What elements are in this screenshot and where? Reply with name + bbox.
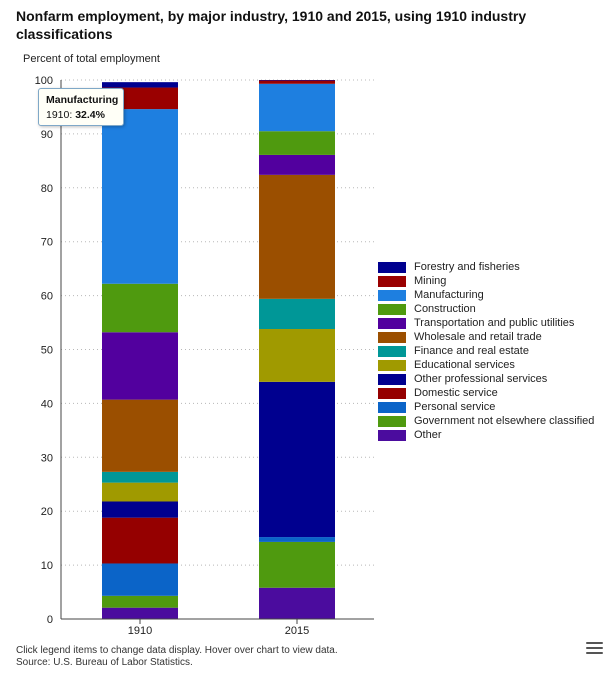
legend-label: Government not elsewhere classified xyxy=(414,415,595,427)
bar-segment[interactable] xyxy=(259,174,335,299)
tooltip-title: Manufacturing xyxy=(46,94,119,106)
footer-note: Click legend items to change data displa… xyxy=(16,645,338,656)
bar-segment[interactable] xyxy=(102,482,178,502)
hover-tooltip: Manufacturing 1910: 32.4% xyxy=(38,88,124,126)
legend-swatch xyxy=(378,429,406,441)
legend-label: Mining xyxy=(414,275,447,287)
x-tick-label: 1910 xyxy=(128,625,152,637)
bar-segment[interactable] xyxy=(259,541,335,588)
bar-segment[interactable] xyxy=(259,298,335,330)
legend-swatch xyxy=(378,345,406,357)
y-tick-label: 20 xyxy=(41,506,53,518)
y-tick-label: 60 xyxy=(41,291,53,303)
legend-swatch xyxy=(378,387,406,399)
legend-item[interactable]: Finance and real estate xyxy=(378,344,594,358)
y-tick-label: 10 xyxy=(41,560,53,572)
y-tick-label: 70 xyxy=(41,237,53,249)
legend-swatch xyxy=(378,373,406,385)
y-tick-label: 80 xyxy=(41,183,53,195)
y-tick-label: 0 xyxy=(47,614,53,626)
tooltip-category: 1910 xyxy=(46,109,70,121)
chart-legend[interactable]: Forestry and fisheries Mining Manufacturin… xyxy=(378,260,594,442)
bar-segment[interactable] xyxy=(102,517,178,564)
bar-segment[interactable] xyxy=(102,109,178,284)
legend-item[interactable]: Other professional services xyxy=(378,372,594,386)
bar-segment[interactable] xyxy=(102,607,178,619)
y-tick-label: 50 xyxy=(41,345,53,357)
bar-segment[interactable] xyxy=(102,563,178,596)
legend-label: Forestry and fisheries xyxy=(414,261,520,273)
chart-footer: Click legend items to change data displa… xyxy=(16,645,338,669)
hamburger-menu-icon[interactable] xyxy=(586,642,603,656)
bar-segment[interactable] xyxy=(259,154,335,175)
y-tick-label: 30 xyxy=(41,452,53,464)
legend-label: Construction xyxy=(414,303,476,315)
bar-segment[interactable] xyxy=(102,332,178,400)
legend-item[interactable]: Mining xyxy=(378,274,594,288)
bar-segment[interactable] xyxy=(259,381,335,538)
y-tick-label: 100 xyxy=(35,75,53,87)
bar-segment[interactable] xyxy=(259,80,335,84)
legend-item[interactable]: Educational services xyxy=(378,358,594,372)
legend-item[interactable]: Manufacturing xyxy=(378,288,594,302)
bar-segment[interactable] xyxy=(102,283,178,333)
legend-label: Educational services xyxy=(414,359,515,371)
legend-label: Other professional services xyxy=(414,373,548,385)
legend-item[interactable]: Construction xyxy=(378,302,594,316)
legend-label: Transportation and public utilities xyxy=(414,317,575,329)
legend-label: Domestic service xyxy=(414,387,498,399)
legend-item[interactable]: Transportation and public utilities xyxy=(378,316,594,330)
legend-item[interactable]: Other xyxy=(378,428,594,442)
tooltip-value-line: 1910: 32.4% xyxy=(46,109,105,121)
y-tick-label: 40 xyxy=(41,398,53,410)
legend-item[interactable]: Government not elsewhere classified xyxy=(378,414,594,428)
legend-swatch xyxy=(378,303,406,315)
legend-swatch xyxy=(378,359,406,371)
legend-label: Wholesale and retail trade xyxy=(414,331,542,343)
legend-item[interactable]: Personal service xyxy=(378,400,594,414)
legend-label: Other xyxy=(414,429,442,441)
tooltip-value: 32.4% xyxy=(75,109,105,121)
bar-segment[interactable] xyxy=(102,82,178,88)
bar-segment[interactable] xyxy=(259,131,335,155)
legend-item[interactable]: Domestic service xyxy=(378,386,594,400)
footer-source: Source: U.S. Bureau of Labor Statistics. xyxy=(16,657,193,668)
legend-swatch xyxy=(378,275,406,287)
bar-segment[interactable] xyxy=(259,537,335,542)
legend-item[interactable]: Wholesale and retail trade xyxy=(378,330,594,344)
bar-segment[interactable] xyxy=(259,329,335,382)
bar-segment[interactable] xyxy=(102,501,178,518)
legend-label: Finance and real estate xyxy=(414,345,529,357)
legend-swatch xyxy=(378,261,406,273)
legend-label: Manufacturing xyxy=(414,289,484,301)
bar-segment[interactable] xyxy=(259,80,335,81)
legend-swatch xyxy=(378,289,406,301)
bar-segment[interactable] xyxy=(259,83,335,132)
bar-segment[interactable] xyxy=(102,595,178,608)
y-tick-label: 90 xyxy=(41,129,53,141)
legend-swatch xyxy=(378,331,406,343)
legend-swatch xyxy=(378,317,406,329)
bar-segment[interactable] xyxy=(102,471,178,483)
y-axis-title: Percent of total employment xyxy=(23,53,160,65)
legend-label: Personal service xyxy=(414,401,496,413)
x-tick-label: 2015 xyxy=(285,625,309,637)
legend-swatch xyxy=(378,401,406,413)
bar-segment[interactable] xyxy=(102,399,178,472)
chart-area[interactable]: Percent of total employment 0 10 20 30 40 50 60… xyxy=(0,0,612,640)
bar-segment[interactable] xyxy=(259,587,335,619)
legend-swatch xyxy=(378,415,406,427)
legend-item[interactable]: Forestry and fisheries xyxy=(378,260,594,274)
chart-title: Nonfarm employment, by major industry, 1… xyxy=(16,8,527,42)
